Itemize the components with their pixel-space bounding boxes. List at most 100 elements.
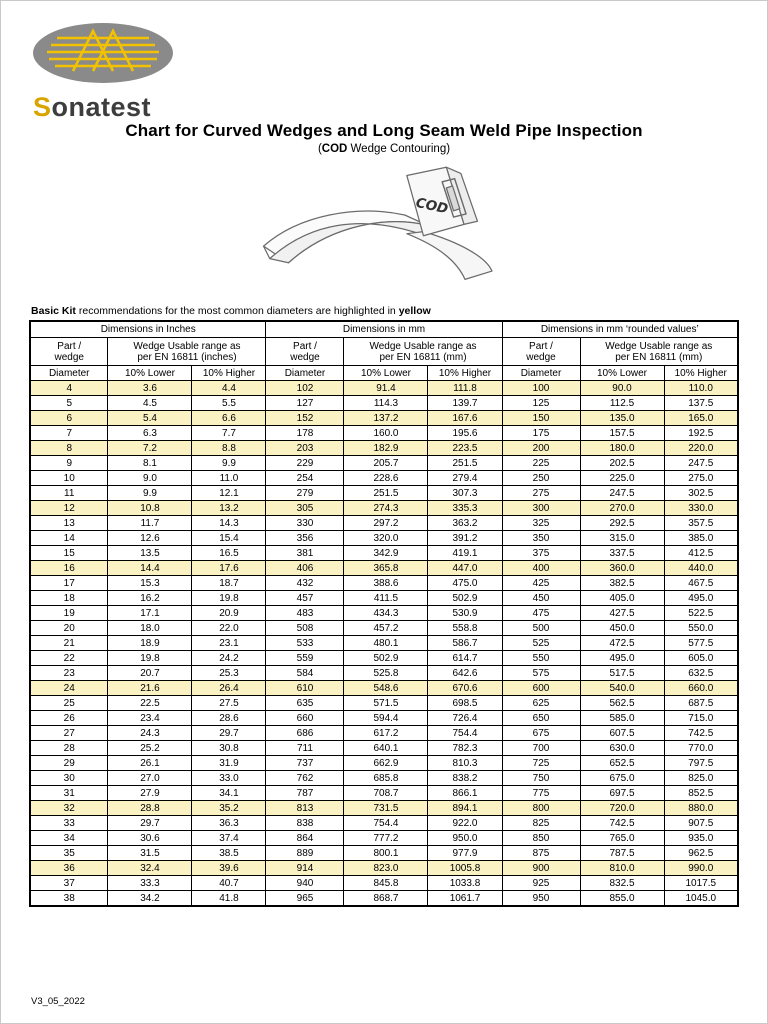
diameter-cell: 29 bbox=[29, 755, 109, 772]
higher-cell: 38.5 bbox=[191, 845, 267, 862]
higher-cell: 220.0 bbox=[663, 440, 739, 457]
higher-cell: 412.5 bbox=[663, 545, 739, 562]
wedge-chart-table: Dimensions in Inches Dimensions in mm Di… bbox=[28, 320, 739, 908]
diameter-cell: 940 bbox=[265, 875, 345, 892]
lower-header-mm-rounded: 10% Lower bbox=[579, 365, 665, 382]
lower-cell: 411.5 bbox=[343, 590, 429, 607]
higher-cell: 530.9 bbox=[427, 605, 503, 622]
diameter-cell: 711 bbox=[265, 740, 345, 757]
lower-cell: 685.8 bbox=[343, 770, 429, 787]
higher-cell: 419.1 bbox=[427, 545, 503, 562]
table-row: 20 18.0 22.0 508 457.2 558.8 500 450.0 550.0 bbox=[29, 620, 739, 637]
diameter-cell: 813 bbox=[265, 800, 345, 817]
lower-cell: 205.7 bbox=[343, 455, 429, 472]
diameter-cell: 508 bbox=[265, 620, 345, 637]
diameter-cell: 575 bbox=[501, 665, 581, 682]
lower-cell: 26.1 bbox=[107, 755, 193, 772]
lower-cell: 832.5 bbox=[579, 875, 665, 892]
lower-header-mm: 10% Lower bbox=[343, 365, 429, 382]
table-row: 8 7.2 8.8 203 182.9 223.5 200 180.0 220.0 bbox=[29, 440, 739, 457]
diameter-cell: 775 bbox=[501, 785, 581, 802]
diameter-cell: 254 bbox=[265, 470, 345, 487]
diameter-header-mm-rounded: Diameter bbox=[501, 365, 581, 382]
diameter-cell: 457 bbox=[265, 590, 345, 607]
diameter-cell: 17 bbox=[29, 575, 109, 592]
diameter-cell: 8 bbox=[29, 440, 109, 457]
lower-cell: 320.0 bbox=[343, 530, 429, 547]
table-row: 16 14.4 17.6 406 365.8 447.0 400 360.0 440.0 bbox=[29, 560, 739, 577]
diameter-cell: 838 bbox=[265, 815, 345, 832]
diameter-cell: 450 bbox=[501, 590, 581, 607]
lower-cell: 14.4 bbox=[107, 560, 193, 577]
table-row: 24 21.6 26.4 610 548.6 670.6 600 540.0 660.0 bbox=[29, 680, 739, 697]
diameter-cell: 102 bbox=[265, 380, 345, 397]
higher-cell: 37.4 bbox=[191, 830, 267, 847]
lower-cell: 137.2 bbox=[343, 410, 429, 427]
diameter-cell: 825 bbox=[501, 815, 581, 832]
lower-cell: 9.9 bbox=[107, 485, 193, 502]
higher-cell: 698.5 bbox=[427, 695, 503, 712]
higher-cell: 247.5 bbox=[663, 455, 739, 472]
diameter-cell: 475 bbox=[501, 605, 581, 622]
higher-cell: 475.0 bbox=[427, 575, 503, 592]
higher-cell: 14.3 bbox=[191, 515, 267, 532]
diameter-cell: 14 bbox=[29, 530, 109, 547]
lower-cell: 457.2 bbox=[343, 620, 429, 637]
lower-cell: 585.0 bbox=[579, 710, 665, 727]
subtitle-open: ( bbox=[317, 143, 322, 155]
group-header-mm-rounded: Dimensions in mm ‘rounded values’ bbox=[501, 320, 739, 339]
higher-cell: 39.6 bbox=[191, 860, 267, 877]
lower-cell: 708.7 bbox=[343, 785, 429, 802]
diameter-cell: 9 bbox=[29, 455, 109, 472]
table-row: 15 13.5 16.5 381 342.9 419.1 375 337.5 412.5 bbox=[29, 545, 739, 562]
higher-cell: 363.2 bbox=[427, 515, 503, 532]
basic-kit-note: Basic Kit recommendations for the most c… bbox=[31, 305, 767, 317]
higher-cell: 27.5 bbox=[191, 695, 267, 712]
subtitle-rest: Wedge Contouring) bbox=[347, 143, 451, 155]
higher-cell: 495.0 bbox=[663, 590, 739, 607]
diameter-cell: 800 bbox=[501, 800, 581, 817]
higher-cell: 307.3 bbox=[427, 485, 503, 502]
lower-cell: 24.3 bbox=[107, 725, 193, 742]
higher-cell: 111.8 bbox=[427, 380, 503, 397]
higher-cell: 29.7 bbox=[191, 725, 267, 742]
brand-rest: onatest bbox=[51, 92, 152, 122]
lower-cell: 720.0 bbox=[579, 800, 665, 817]
diameter-cell: 483 bbox=[265, 605, 345, 622]
diameter-cell: 686 bbox=[265, 725, 345, 742]
table-row: 11 9.9 12.1 279 251.5 307.3 275 247.5 302.5 bbox=[29, 485, 739, 502]
higher-cell: 742.5 bbox=[663, 725, 739, 742]
lower-cell: 157.5 bbox=[579, 425, 665, 442]
lower-cell: 427.5 bbox=[579, 605, 665, 622]
lower-cell: 11.7 bbox=[107, 515, 193, 532]
diameter-cell: 19 bbox=[29, 605, 109, 622]
diameter-cell: 635 bbox=[265, 695, 345, 712]
lower-cell: 29.7 bbox=[107, 815, 193, 832]
table-row: 10 9.0 11.0 254 228.6 279.4 250 225.0 275.0 bbox=[29, 470, 739, 487]
higher-cell: 852.5 bbox=[663, 785, 739, 802]
diameter-cell: 406 bbox=[265, 560, 345, 577]
diameter-cell: 38 bbox=[29, 890, 109, 907]
table-header: Dimensions in Inches Dimensions in mm Di… bbox=[29, 320, 739, 382]
higher-cell: 13.2 bbox=[191, 500, 267, 517]
lower-cell: 91.4 bbox=[343, 380, 429, 397]
lower-cell: 540.0 bbox=[579, 680, 665, 697]
diameter-cell: 330 bbox=[265, 515, 345, 532]
higher-cell: 894.1 bbox=[427, 800, 503, 817]
lower-cell: 502.9 bbox=[343, 650, 429, 667]
lower-cell: 297.2 bbox=[343, 515, 429, 532]
higher-cell: 614.7 bbox=[427, 650, 503, 667]
table-row: 7 6.3 7.7 178 160.0 195.6 175 157.5 192.5 bbox=[29, 425, 739, 442]
range-header-mm-rounded: Wedge Usable range as per EN 16811 (mm) bbox=[579, 337, 739, 367]
lower-cell: 450.0 bbox=[579, 620, 665, 637]
group-header-mm: Dimensions in mm bbox=[265, 320, 503, 339]
higher-cell: 880.0 bbox=[663, 800, 739, 817]
diameter-cell: 150 bbox=[501, 410, 581, 427]
diameter-cell: 16 bbox=[29, 560, 109, 577]
diameter-cell: 381 bbox=[265, 545, 345, 562]
lower-cell: 868.7 bbox=[343, 890, 429, 907]
higher-cell: 19.8 bbox=[191, 590, 267, 607]
diameter-cell: 762 bbox=[265, 770, 345, 787]
higher-cell: 41.8 bbox=[191, 890, 267, 907]
table-row: 33 29.7 36.3 838 754.4 922.0 825 742.5 907.5 bbox=[29, 815, 739, 832]
